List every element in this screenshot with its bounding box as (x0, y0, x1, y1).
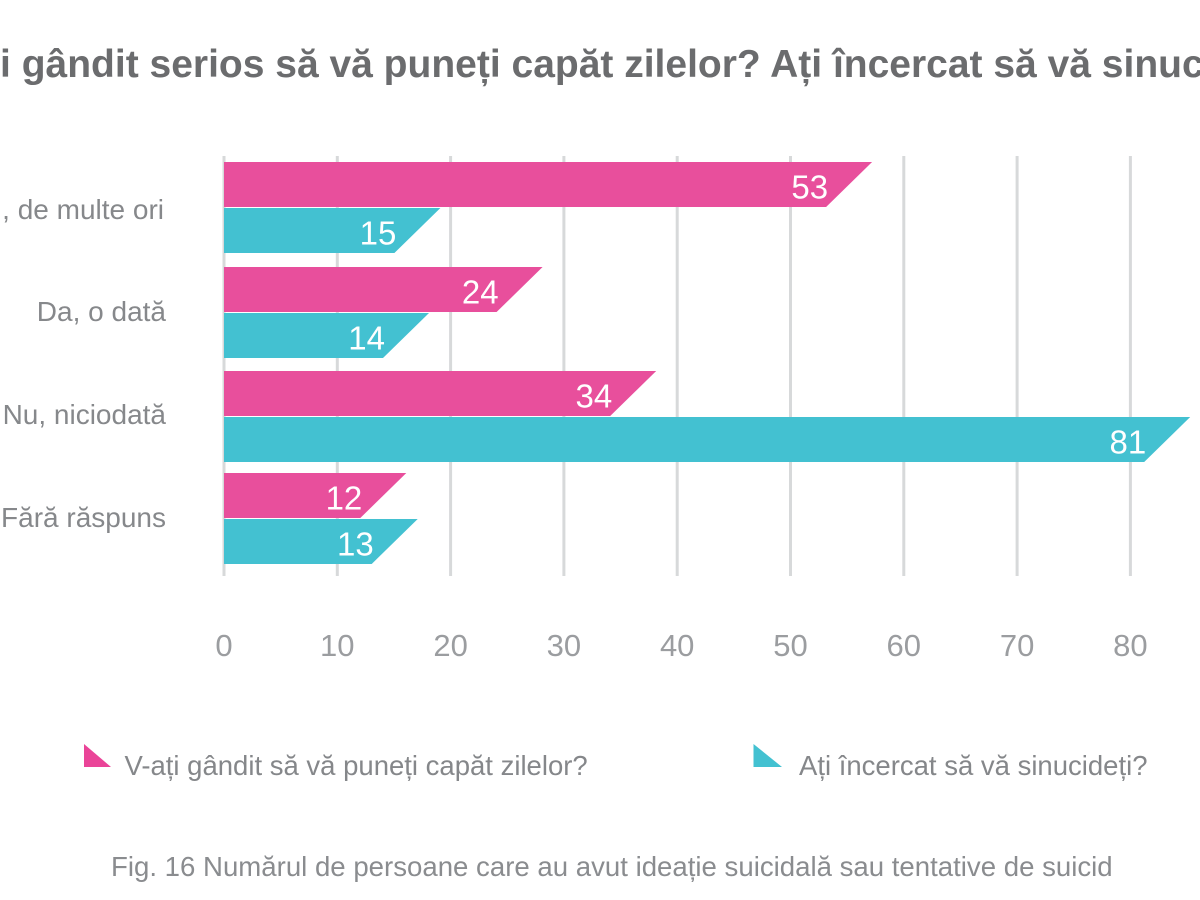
svg-text:34: 34 (575, 378, 612, 415)
svg-text:53: 53 (791, 169, 828, 206)
svg-text:81: 81 (1109, 424, 1146, 461)
svg-text:14: 14 (348, 320, 385, 357)
svg-text:24: 24 (462, 274, 499, 311)
svg-text:13: 13 (337, 526, 374, 563)
svg-text:12: 12 (326, 480, 363, 517)
svg-text:15: 15 (360, 215, 397, 252)
